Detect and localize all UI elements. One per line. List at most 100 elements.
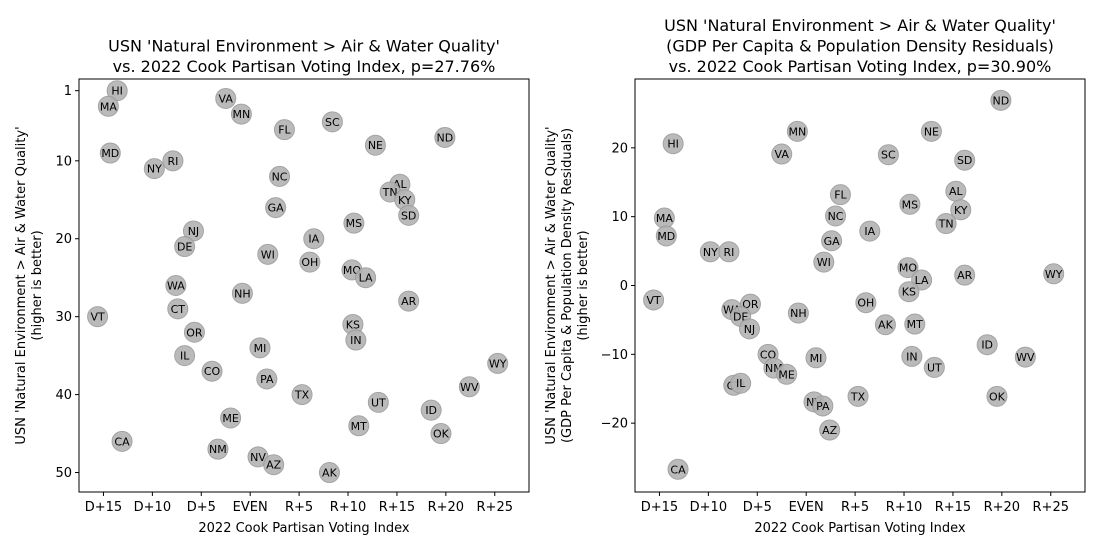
data-point [825, 205, 847, 227]
data-point [111, 430, 133, 452]
data-point-label: CO [204, 365, 221, 378]
data-point-label: NE [924, 125, 939, 138]
data-point [859, 220, 881, 242]
data-point [819, 419, 841, 441]
data-point-label: NY [147, 163, 162, 176]
data-point-label: FL [834, 189, 847, 202]
data-point [201, 360, 223, 382]
data-point [343, 212, 365, 234]
data-point [162, 150, 184, 172]
data-point [990, 89, 1012, 111]
data-point [231, 282, 253, 304]
x-tick-label: D+15 [641, 500, 678, 515]
data-point-label: SD [957, 154, 972, 167]
x-tick-label: R+25 [1033, 500, 1069, 515]
data-point-label: VT [646, 294, 661, 307]
data-point [655, 225, 677, 247]
data-point [1043, 263, 1065, 285]
data-point [821, 230, 843, 252]
data-point-label: WY [1045, 268, 1063, 281]
data-point-label: LA [915, 274, 929, 287]
data-point [730, 372, 752, 394]
y-tick-label: 40 [55, 388, 72, 403]
data-point [345, 329, 367, 351]
data-point-label: KS [902, 286, 916, 299]
data-point [230, 103, 252, 125]
x-tick-label: EVEN [789, 500, 824, 515]
data-point [976, 334, 998, 356]
data-point-label: MT [351, 420, 367, 433]
data-point-label: HI [667, 138, 679, 151]
data-point-label: WI [261, 248, 275, 261]
data-point [256, 368, 278, 390]
y-axis-label-line: (higher is better) [30, 230, 45, 340]
data-point-label: SC [325, 116, 340, 129]
data-point-label: CA [670, 463, 686, 476]
data-point-label: TX [294, 389, 310, 402]
data-point-label: VA [775, 148, 790, 161]
data-point-label: NC [272, 170, 288, 183]
data-point-label: IN [906, 350, 917, 363]
data-point-label: AR [401, 295, 417, 308]
data-point [257, 243, 279, 265]
y-axis-label-line: USN 'Natural Environment > Air & Water Q… [544, 126, 559, 444]
data-point [662, 133, 684, 155]
chart-left: USN 'Natural Environment > Air & Water Q… [14, 37, 530, 536]
data-point-label: WI [817, 256, 831, 269]
y-axis-label-line: (GDP Per Capita & Population Density Res… [560, 128, 575, 443]
data-point [318, 462, 340, 484]
data-point-label: IL [736, 377, 746, 390]
x-tick-label: EVEN [233, 500, 268, 515]
data-point [207, 438, 229, 460]
data-point-label: UT [927, 361, 942, 374]
data-point [877, 144, 899, 166]
data-point [291, 384, 313, 406]
data-point-label: MO [899, 262, 917, 275]
data-point [771, 143, 793, 165]
x-tick-label: R+20 [984, 500, 1020, 515]
data-point-label: VT [90, 311, 105, 324]
data-point-label: IA [308, 233, 319, 246]
data-point-label: TN [938, 218, 954, 231]
x-tick-label: D+5 [743, 500, 772, 515]
data-point [249, 337, 271, 359]
data-point [434, 126, 456, 148]
data-point-label: IN [350, 334, 361, 347]
x-tick-label: R+15 [935, 500, 971, 515]
data-point [874, 314, 896, 336]
data-point [269, 165, 291, 187]
data-point [174, 345, 196, 367]
data-point [220, 407, 242, 429]
data-point-label: MD [101, 147, 119, 160]
data-point [303, 228, 325, 250]
data-point [458, 376, 480, 398]
x-tick-label: D+5 [187, 500, 216, 515]
data-point-label: SD [401, 209, 416, 222]
data-point-label: FL [278, 124, 291, 137]
data-point [167, 298, 189, 320]
data-point [786, 120, 808, 142]
data-point-label: ND [437, 131, 454, 144]
y-tick-label: 30 [55, 310, 72, 325]
data-point [174, 236, 196, 258]
data-point [935, 213, 957, 235]
data-point-label: MD [657, 230, 675, 243]
chart-title-line: vs. 2022 Cook Partisan Voting Index, p=3… [669, 57, 1052, 76]
data-point-label: TN [382, 186, 398, 199]
data-point-label: WV [1016, 351, 1035, 364]
data-point-label: RI [723, 246, 734, 259]
plot-frame [78, 78, 530, 493]
data-point-label: MA [100, 100, 117, 113]
data-point [897, 257, 919, 279]
data-point-label: OH [857, 297, 874, 310]
data-point-label: PA [816, 400, 830, 413]
data-point [920, 120, 942, 142]
y-tick-label: 10 [55, 154, 72, 169]
data-point-label: MN [233, 108, 251, 121]
data-point-label: MT [907, 318, 923, 331]
x-axis-label: 2022 Cook Partisan Voting Index [754, 521, 966, 536]
data-point [367, 391, 389, 413]
data-point-label: HI [111, 85, 123, 98]
data-point-label: AL [949, 185, 964, 198]
